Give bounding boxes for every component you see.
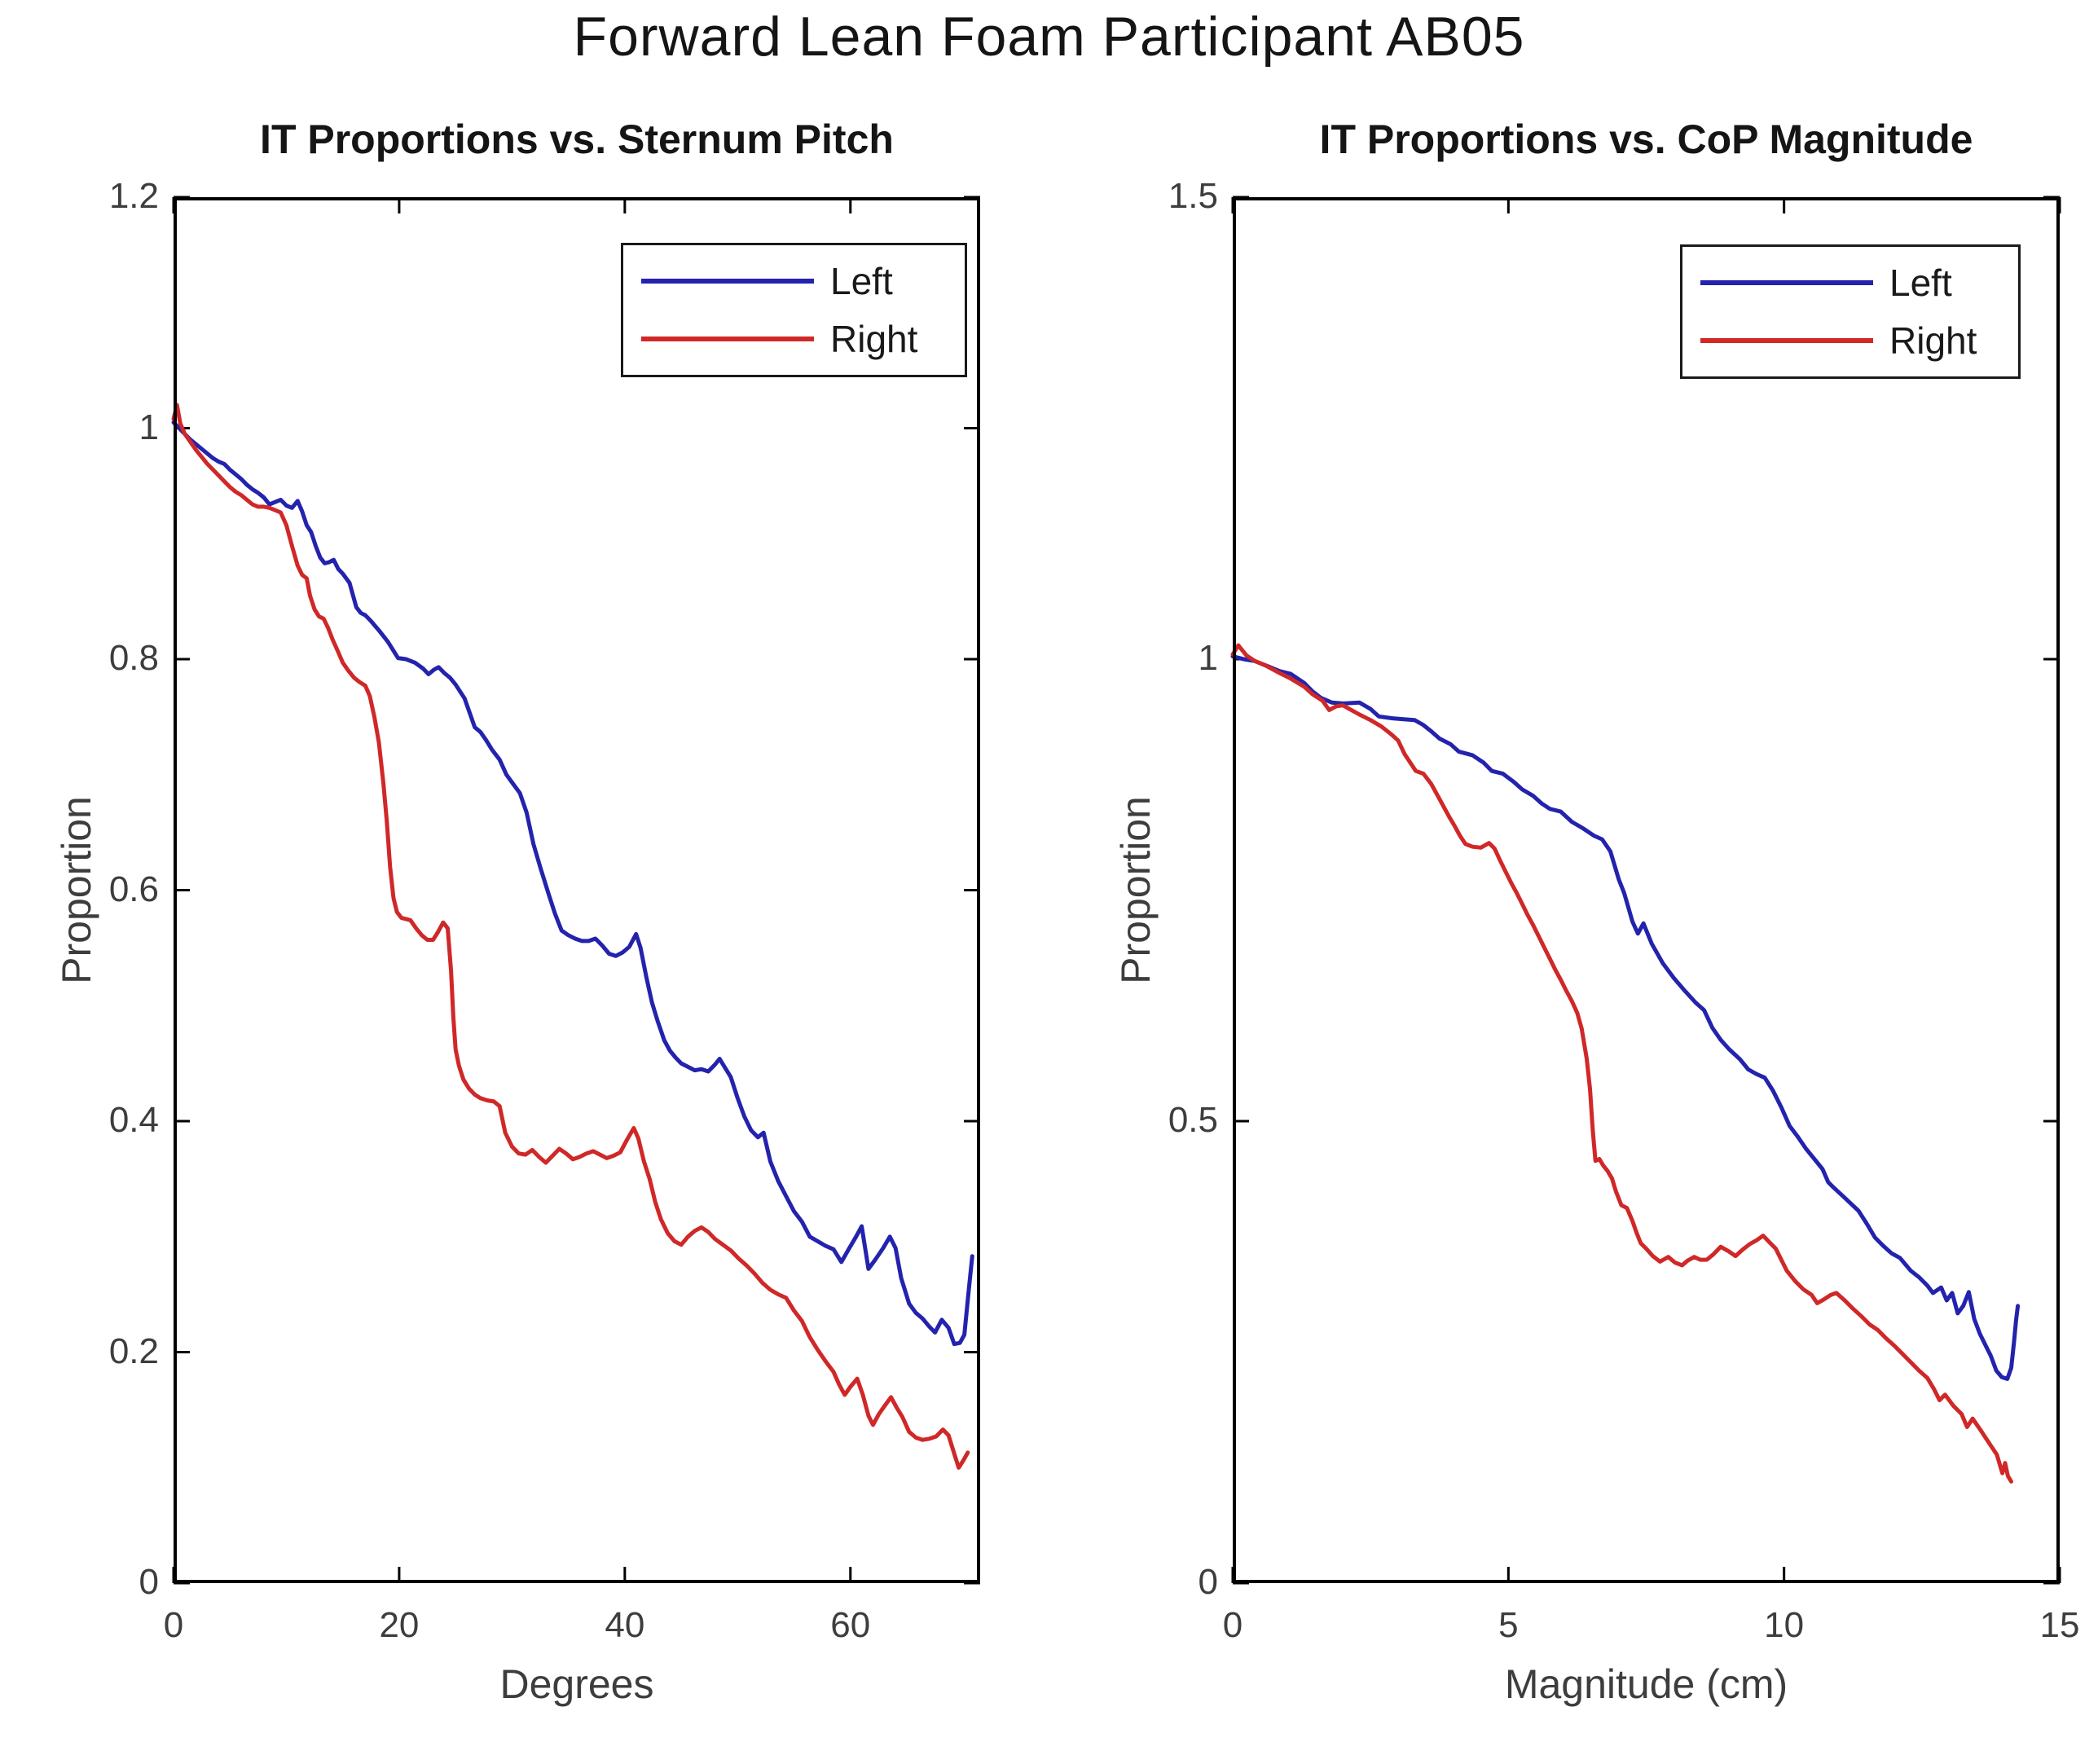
y-tick-label: 1.5: [1168, 176, 1218, 216]
plot-canvas: [1230, 196, 2061, 1585]
x-tick-label: 0: [163, 1605, 184, 1645]
axes-box: [174, 197, 980, 1583]
cop-magnitude-y-axis-label: Proportion: [1113, 796, 1159, 984]
left-series-swatch: [1700, 280, 1873, 285]
cop-magnitude-plot-title: IT Proportions vs. CoP Magnitude: [1319, 117, 1973, 162]
x-tick-label: 15: [2039, 1605, 2080, 1645]
cop-magnitude-x-axis-label: Magnitude (cm): [1504, 1661, 1788, 1707]
legend-item-left: Left: [1682, 261, 2018, 305]
y-tick-label: 0: [139, 1562, 159, 1602]
legend-label-left: Left: [1889, 262, 1952, 304]
x-tick-label: 0: [1222, 1605, 1243, 1645]
cop-magnitude-legend: Left Right: [1680, 244, 2021, 379]
sternum-pitch-legend: Left Right: [621, 243, 967, 377]
y-tick-label: 0.8: [108, 638, 159, 678]
x-tick-label: 5: [1498, 1605, 1519, 1645]
legend-label-right: Right: [1889, 319, 1977, 362]
legend-label-right: Right: [830, 318, 918, 360]
x-tick-label: 10: [1764, 1605, 1805, 1645]
left-series-line: [171, 420, 974, 1347]
right-series-line: [171, 403, 970, 1470]
sternum-pitch-x-axis-label: Degrees: [499, 1661, 654, 1707]
right-series-swatch: [1700, 338, 1873, 343]
sternum-pitch-plot: IT Proportions vs. Sternum Pitch Proport…: [54, 117, 980, 1707]
sternum-pitch-plot-title: IT Proportions vs. Sternum Pitch: [260, 117, 894, 162]
axes-box: [1233, 197, 2060, 1583]
y-tick-label: 1: [139, 407, 159, 447]
y-tick-label: 0: [1198, 1562, 1218, 1602]
x-tick-label: 40: [605, 1605, 645, 1645]
legend-item-left: Left: [623, 259, 965, 303]
legend-item-right: Right: [623, 317, 965, 361]
y-tick-label: 1.2: [108, 176, 159, 216]
left-series-line: [1230, 654, 2021, 1381]
figure-title: Forward Lean Foam Participant AB05: [573, 6, 1525, 68]
y-tick-label: 0.5: [1168, 1100, 1218, 1140]
legend-label-left: Left: [830, 260, 893, 302]
cop-magnitude-plot: IT Proportions vs. CoP Magnitude Proport…: [1113, 117, 2079, 1707]
y-tick-label: 0.6: [108, 869, 159, 909]
x-tick-label: 60: [830, 1605, 871, 1645]
x-tick-label: 20: [379, 1605, 420, 1645]
right-series-swatch: [641, 337, 814, 341]
y-tick-label: 1: [1198, 638, 1218, 678]
left-series-swatch: [641, 279, 814, 284]
right-series-line: [1230, 643, 2013, 1484]
plot-canvas: [171, 196, 980, 1585]
y-tick-label: 0.4: [108, 1100, 159, 1140]
legend-item-right: Right: [1682, 319, 2018, 363]
y-tick-label: 0.2: [108, 1331, 159, 1371]
